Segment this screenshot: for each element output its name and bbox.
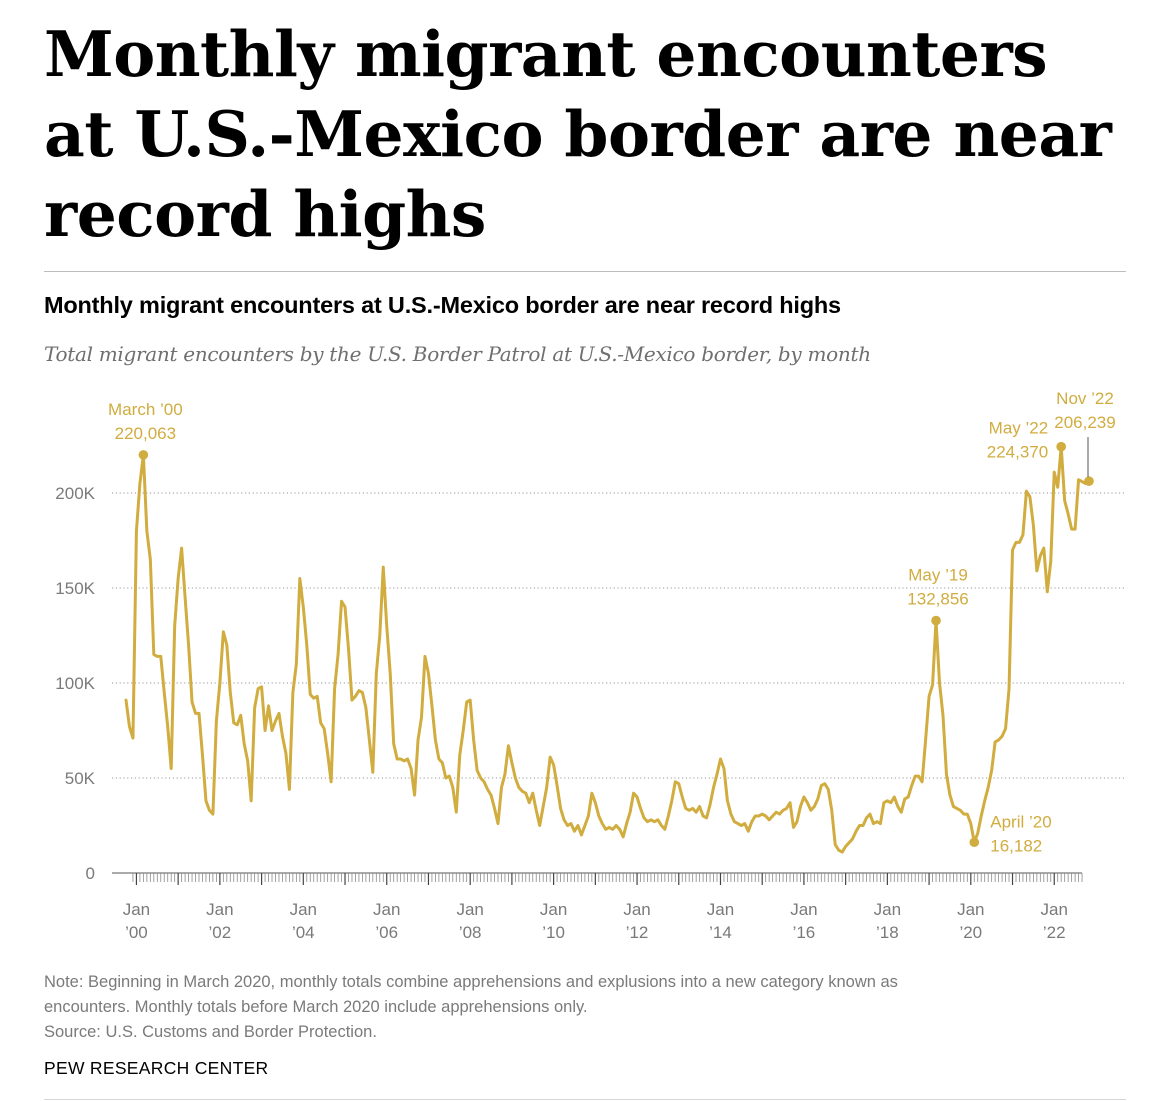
x-tick-label: Jan	[623, 900, 650, 919]
source-line: Source: U.S. Customs and Border Protecti…	[44, 1023, 377, 1041]
x-tick-label: ’14	[709, 923, 732, 942]
x-tick-label: Jan	[874, 900, 901, 919]
annotation-point	[1084, 476, 1094, 486]
y-tick-label: 0	[86, 864, 95, 883]
chart-title: Monthly migrant encounters at U.S.-Mexic…	[44, 292, 841, 318]
x-tick-label: Jan	[456, 900, 483, 919]
y-axis: 0 50K 100K 150K 200K	[55, 484, 95, 883]
brand-label: PEW RESEARCH CENTER	[44, 1058, 269, 1078]
x-tick-label: ’00	[125, 923, 148, 942]
note-line: Note: Beginning in March 2020, monthly t…	[44, 973, 898, 991]
annotation-point	[1056, 441, 1066, 452]
annotation-label: Nov ’22	[1056, 389, 1114, 408]
annotation-point	[138, 450, 149, 460]
x-tick-label: ’16	[793, 923, 816, 942]
annotation-value: 132,856	[907, 590, 968, 609]
headline: Monthly migrant encounters at U.S.-Mexic…	[44, 17, 1112, 251]
annotation-label: May ’19	[908, 566, 968, 585]
annotation-label: May ’22	[989, 419, 1049, 438]
x-tick-label: Jan	[540, 900, 567, 919]
x-tick-label: ’04	[292, 923, 315, 942]
annotation-label: April ’20	[990, 812, 1051, 831]
annotation-value: 224,370	[987, 443, 1048, 462]
annotation-label: March ’00	[108, 400, 183, 419]
x-tick-label: Jan	[206, 900, 233, 919]
x-tick-label: Jan	[1041, 900, 1068, 919]
annotation-value: 16,182	[990, 836, 1042, 855]
annotation-value: 206,239	[1054, 413, 1115, 432]
x-tick-label: Jan	[790, 900, 817, 919]
x-tick-label: Jan	[373, 900, 400, 919]
y-tick-label: 100K	[55, 674, 95, 693]
x-axis: Jan ’00 Jan ’02 Jan ’04 Jan ’06 Jan ’08 Jan ’10 Jan ’…	[112, 872, 1083, 942]
x-tick-label: ’18	[876, 923, 899, 942]
bottom-divider	[44, 1099, 1126, 1100]
y-tick-label: 200K	[55, 484, 95, 503]
annotations: March ’00 220,063 May ’19 132,856 April ’20 1…	[108, 389, 1116, 855]
note-line: encounters. Monthly totals before March …	[44, 998, 588, 1016]
x-tick-label: ’20	[959, 923, 982, 942]
x-tick-label: Jan	[123, 900, 150, 919]
annotation-point	[931, 615, 941, 626]
series	[124, 445, 1091, 854]
x-tick-label: Jan	[290, 900, 317, 919]
y-tick-label: 50K	[65, 769, 96, 788]
chart-subtitle: Total migrant encounters by the U.S. Bor…	[44, 342, 871, 366]
chart-note: Note: Beginning in March 2020, monthly t…	[44, 970, 1124, 1045]
top-divider	[44, 271, 1126, 272]
x-tick-label: Jan	[707, 900, 734, 919]
x-tick-label: ’08	[459, 923, 482, 942]
y-tick-label: 150K	[55, 579, 95, 598]
x-tick-label: ’02	[209, 923, 232, 942]
x-tick-label: ’22	[1043, 923, 1066, 942]
x-tick-label: ’12	[626, 923, 649, 942]
annotation-value: 220,063	[115, 424, 176, 443]
y-gridlines	[112, 492, 1126, 779]
x-tick-label: ’10	[542, 923, 565, 942]
x-tick-label: Jan	[957, 900, 984, 919]
annotation-point	[969, 837, 980, 848]
x-tick-label: ’06	[375, 923, 398, 942]
series-line	[124, 445, 1091, 854]
line-chart: 0 50K 100K 150K 200K Jan ’00 Jan ’02 Jan ’04 Jan ’0…	[55, 389, 1126, 942]
